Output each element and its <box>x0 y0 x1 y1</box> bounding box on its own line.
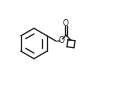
Text: O: O <box>63 19 69 28</box>
Text: O: O <box>58 36 64 45</box>
